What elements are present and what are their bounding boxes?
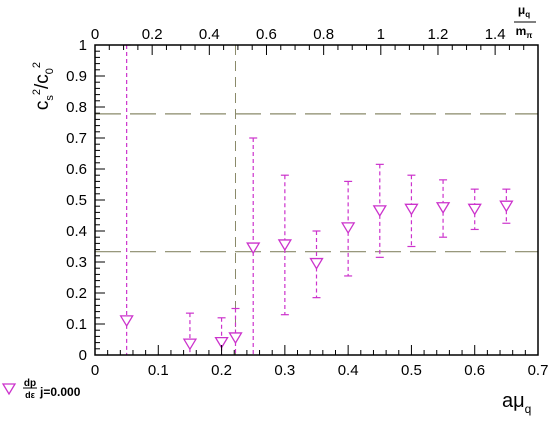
data-point [182,338,198,351]
top-axis-title-num: μq [518,3,530,19]
y-tick-label: 0.4 [66,223,87,240]
x-tick-label: 0.2 [211,362,232,379]
top-tick-label: 0 [91,26,99,43]
x-tick-label: 0.7 [528,362,549,379]
y-tick-label: 0.5 [66,192,87,209]
data-point [372,205,387,218]
data-point [246,242,261,255]
x-tick-label: 0.6 [464,362,485,379]
top-tick-label: 1.2 [428,26,449,43]
data-series [119,44,514,355]
data-point [435,202,451,215]
data-point [467,203,482,216]
data-point [309,257,324,270]
data-point [404,203,419,216]
x-tick-label: 0 [91,362,99,379]
legend-symbol-den: dε [25,390,35,400]
legend: dp dε j=0.000 [1,378,81,400]
axis-tick-labels: 0 0.1 0.2 0.3 0.4 0.5 0.6 0.7 0 0.1 0.2 0.3 0.4 0.5 0.… [66,26,548,379]
top-tick-label: 0.4 [199,26,220,43]
top-tick-label: 0.8 [313,26,334,43]
y-tick-label: 0.9 [66,68,87,85]
y-tick-label: 0.2 [66,285,87,302]
y-tick-label: 0.3 [66,254,87,271]
y-tick-label: 0.7 [66,130,87,147]
legend-label: j=0.000 [39,385,81,399]
legend-symbol-num: dp [24,378,36,389]
top-tick-label: 0.6 [256,26,277,43]
data-point [499,200,514,213]
data-point [277,239,293,252]
top-tick-label: 1 [377,26,385,43]
y-axis-title: cs2/c02 [31,62,56,110]
data-point [340,222,356,235]
x-tick-label: 0.1 [148,362,169,379]
top-axis-title: μq mπ [514,3,536,40]
top-tick-label: 1.4 [485,26,506,43]
y-tick-label: 0.6 [66,161,87,178]
data-point [228,332,243,345]
legend-marker [1,383,17,396]
y-axis-title-text: cs2/c02 [31,62,56,110]
x-axis-title-text: aμq [502,390,531,416]
reference-lines [95,45,538,355]
y-tick-label: 0.1 [66,316,87,333]
plot-frame [94,44,539,356]
top-tick-label: 0.2 [142,26,163,43]
axis-ticks [94,44,539,356]
x-axis-title: aμq [502,390,531,416]
top-axis-title-den: mπ [516,24,533,40]
x-tick-label: 0.3 [274,362,295,379]
data-point [119,315,134,328]
data-point [214,336,229,349]
x-tick-label: 0.5 [401,362,422,379]
y-tick-label: 0.8 [66,99,87,116]
y-tick-label: 1 [79,37,87,54]
x-tick-label: 0.4 [338,362,359,379]
y-tick-label: 0 [79,347,87,364]
